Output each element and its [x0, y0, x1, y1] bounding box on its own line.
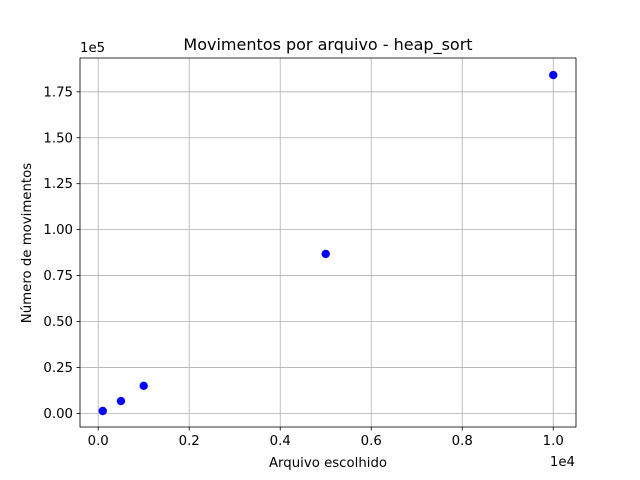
x-tick-label: 0.2 [179, 434, 200, 449]
x-tick-label: 0.4 [270, 434, 291, 449]
data-point [321, 249, 330, 259]
y-tick-label: 1.25 [43, 177, 73, 192]
data-point [116, 396, 126, 406]
x-axis-label: Arquivo escolhido [269, 456, 387, 471]
grid [80, 58, 576, 427]
y-tick-label: 0.50 [43, 315, 73, 330]
y-axis-offset-label: 1e5 [80, 41, 105, 56]
y-tick-label: 0.75 [43, 269, 73, 284]
data-point [139, 381, 148, 391]
x-axis-offset-label: 1e4 [550, 455, 575, 470]
x-tick-label: 0.6 [361, 434, 382, 449]
data-points [98, 70, 558, 416]
x-tick-label: 0.8 [452, 434, 473, 449]
y-tick-label: 0.25 [43, 361, 73, 376]
y-tick-label: 1.00 [43, 223, 73, 238]
y-axis-label: Número de movimentos [19, 163, 35, 323]
y-tick-label: 1.50 [43, 131, 73, 146]
y-tick-label: 0.00 [43, 407, 73, 422]
chart-title: Movimentos por arquivo - heap_sort [183, 35, 472, 55]
data-point [98, 406, 107, 416]
data-point [549, 70, 558, 80]
x-tick-label: 0.0 [88, 434, 109, 449]
x-tick-label: 1.0 [543, 434, 564, 449]
axes-frame [79, 57, 577, 428]
y-tick-label: 1.75 [43, 85, 73, 100]
ticks: 0.0 0.2 0.4 0.6 0.8 1.0 0.00 0.25 0.50 0.75 1.00 1.… [43, 85, 563, 449]
